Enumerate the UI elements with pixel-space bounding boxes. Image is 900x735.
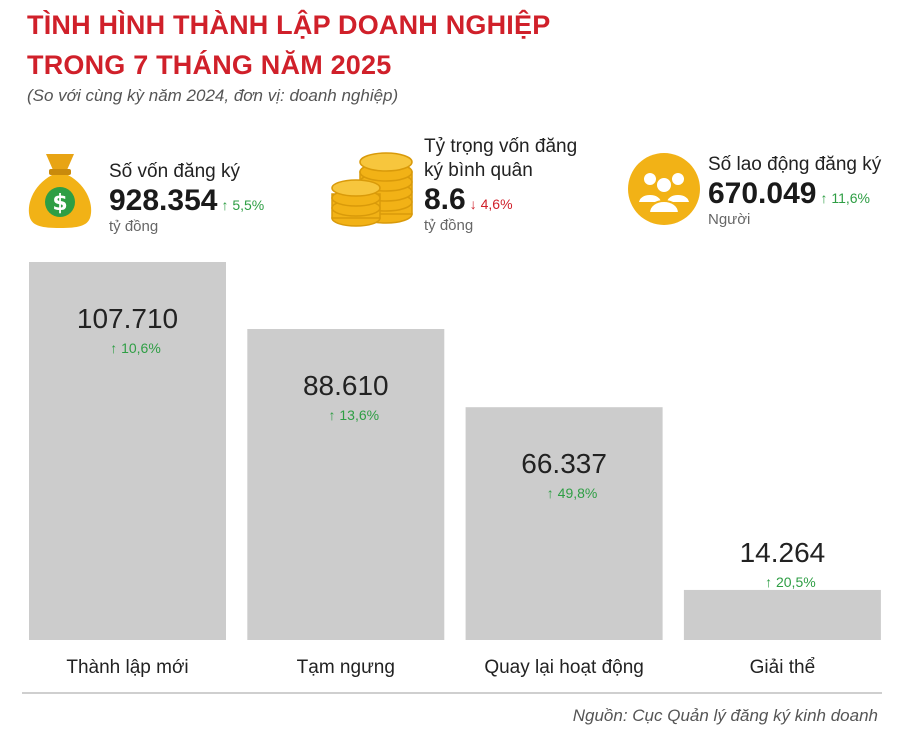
bar-3 [465, 407, 663, 640]
stat-workers-unit: Người [708, 211, 751, 228]
stat-capital: Số vốn đăng ký 928.354 ↑ 5,5% tỷ đồng [109, 160, 264, 235]
stat-workers: Số lao động đăng ký 670.049 ↑ 11,6% Ngườ… [708, 153, 881, 228]
bar-2 [247, 329, 445, 640]
data-label-2: 88.610 [303, 370, 389, 401]
stat-workers-label: Số lao động đăng ký [708, 154, 882, 175]
bar-chart: 107.710 ↑ 10,6% Thành lập mới 88.610 ↑ 13,6%… [22, 262, 882, 694]
page-subtitle: (So với cùng kỳ năm 2024, đơn vị: doanh … [27, 86, 399, 105]
money-bag-icon: $ [28, 154, 92, 228]
source-note: Nguồn: Cục Quản lý đăng ký kinh doanh [572, 706, 878, 725]
stat-capital-value: 928.354 [109, 184, 218, 217]
change-label-1: ↑ 10,6% [110, 340, 161, 356]
coin-stack-icon [331, 152, 413, 227]
category-label-4: Giải thể [750, 657, 815, 678]
stat-workers-value: 670.049 [708, 177, 817, 210]
stat-capital-change: 5,5% [232, 197, 265, 213]
up-arrow-icon: ↑ [221, 197, 229, 213]
down-arrow-icon: ↓ [469, 196, 477, 212]
stat-capital-unit: tỷ đồng [109, 218, 159, 235]
stat-capital-label: Số vốn đăng ký [109, 161, 240, 182]
category-label-3: Quay lại hoạt động [484, 657, 644, 678]
stat-avg-value: 8.6 [424, 183, 466, 216]
page-title-line2: TRONG 7 THÁNG NĂM 2025 [27, 50, 392, 80]
category-label-2: Tạm ngưng [297, 657, 395, 678]
stat-avg-capital: Tỷ trọng vốn đăng ký bình quân 8.6 ↓ 4,6… [424, 135, 577, 234]
change-label-3: ↑ 49,8% [547, 485, 598, 501]
bar-1 [29, 262, 226, 640]
people-icon [628, 153, 700, 225]
change-label-2: ↑ 13,6% [329, 407, 380, 423]
stat-workers-change: 11,6% [831, 190, 871, 206]
data-label-1: 107.710 [77, 303, 178, 334]
data-label-3: 66.337 [521, 448, 607, 479]
category-label-1: Thành lập mới [66, 657, 188, 678]
stat-avg-unit: tỷ đồng [424, 217, 474, 234]
stat-avg-label-line2: ký bình quân [424, 160, 533, 181]
up-arrow-icon: ↑ [820, 190, 828, 206]
change-label-4: ↑ 20,5% [765, 574, 816, 590]
page-title-line1: TÌNH HÌNH THÀNH LẬP DOANH NGHIỆP [27, 10, 551, 40]
svg-text:$: $ [52, 191, 67, 216]
bar-4 [683, 589, 881, 640]
stat-avg-change: 4,6% [480, 196, 513, 212]
data-label-4: 14.264 [740, 537, 826, 568]
stat-avg-label-line1: Tỷ trọng vốn đăng [424, 136, 578, 157]
